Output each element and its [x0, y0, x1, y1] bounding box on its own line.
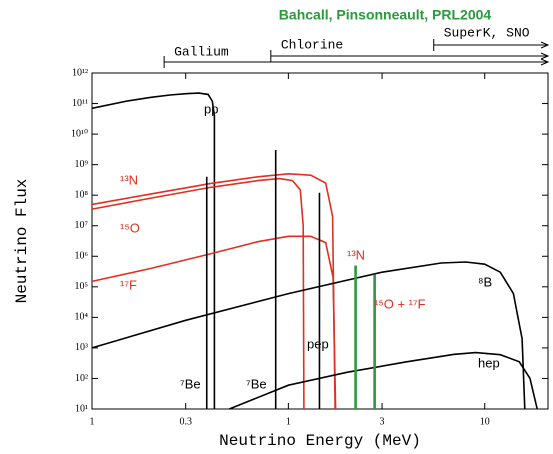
flux-curve — [91, 172, 336, 410]
line-label: pep — [307, 336, 329, 351]
line-label: ¹³N — [347, 247, 365, 262]
x-tick-label: 3 — [380, 416, 385, 427]
line-label: ⁷Be — [180, 376, 201, 391]
series-label: hep — [478, 355, 500, 370]
y-tick-label: 10⁷ — [75, 220, 89, 231]
y-tick-label: 10⁴ — [75, 312, 89, 323]
chart-title: Bahcall, Pinsonneault, PRL2004 — [279, 7, 492, 23]
y-tick-label: 10⁹ — [75, 159, 89, 170]
series-label: pp — [204, 101, 218, 116]
threshold-arrow — [540, 41, 550, 49]
x-tick-label: 1 — [286, 416, 291, 427]
y-tick-label: 10³ — [75, 342, 88, 353]
flux-curve — [229, 351, 538, 410]
y-tick-label: 10⁵ — [75, 281, 89, 292]
y-axis-label: Neutrino Flux — [13, 179, 31, 304]
y-tick-label: 10¹² — [72, 67, 88, 78]
x-tick-label: 1 — [90, 416, 95, 427]
threshold-label: Chlorine — [281, 37, 343, 52]
y-tick-label: 10⁶ — [75, 251, 89, 262]
line-label: ¹⁵O + ¹⁷F — [374, 296, 426, 311]
threshold-label: Gallium — [174, 44, 229, 59]
threshold-arrow — [540, 58, 550, 66]
series-label: ⁸B — [478, 274, 492, 289]
flux-curve — [91, 235, 337, 410]
flux-curve — [91, 92, 216, 409]
series-label: ¹⁷F — [120, 277, 137, 292]
y-tick-label: 10¹ — [75, 403, 88, 414]
y-tick-label: 10⁸ — [75, 189, 89, 200]
threshold-label: SuperK, SNO — [444, 25, 530, 40]
series-label: ¹⁵O — [120, 220, 140, 235]
line-label: ⁷Be — [246, 376, 267, 391]
y-tick-label: 10¹⁰ — [71, 128, 88, 139]
flux-curve — [91, 261, 526, 410]
x-tick-label: 0.3 — [179, 416, 192, 427]
threshold-arrow — [540, 52, 550, 60]
y-tick-label: 10¹¹ — [72, 98, 88, 109]
series-label: ¹³N — [120, 172, 138, 187]
x-tick-label: 10 — [480, 416, 490, 427]
flux-curve — [91, 177, 305, 410]
y-tick-label: 10² — [75, 373, 88, 384]
x-axis-label: Neutrino Energy (MeV) — [219, 432, 421, 450]
